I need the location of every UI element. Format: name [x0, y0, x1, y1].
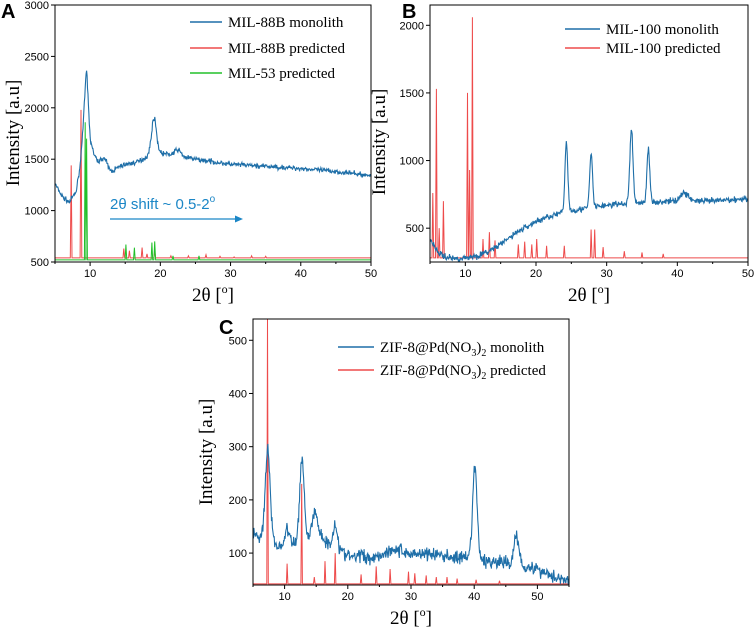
- panel-a-label: A: [1, 1, 15, 23]
- x-tick-label: 40: [468, 591, 480, 603]
- panel-a-frame: [54, 4, 372, 263]
- panel-c-plot-area: [253, 319, 569, 585]
- x-tick-label: 30: [224, 268, 236, 280]
- x-tick-label: 40: [671, 268, 683, 280]
- y-tick-label: 1000: [25, 206, 49, 218]
- panel-b-ylabel: Intensity [a.u]: [369, 89, 390, 196]
- panel-c: C 10 20 30 40 50 100 200 300 400 500 Intensity [a…: [196, 317, 570, 629]
- x-tick-label: 10: [84, 268, 96, 280]
- x-tick-label: 50: [531, 591, 543, 603]
- y-tick-label: 500: [31, 257, 49, 269]
- panel-c-label: C: [219, 317, 233, 339]
- panel-a-xlabel: 2θ [o]: [192, 282, 234, 306]
- panel-a-axes: 10 20 30 40 50 500 1000 1500 2000 2500 3000: [25, 0, 378, 280]
- y-tick-label: 500: [406, 223, 424, 235]
- x-tick-label: 20: [530, 268, 542, 280]
- y-tick-label: 1000: [400, 156, 424, 168]
- x-tick-label: 50: [365, 268, 377, 280]
- panel-c-ylabel: Intensity [a.u]: [196, 399, 217, 506]
- shift-arrow-head-icon: [235, 215, 243, 223]
- panel-b-legend: MIL-100 monolith MIL-100 predicted: [565, 22, 721, 57]
- series-mil-88b-predicted: [55, 109, 371, 259]
- legend-label-mil53-predicted: MIL-53 predicted: [228, 66, 336, 82]
- y-tick-label: 200: [229, 495, 247, 507]
- x-tick-label: 40: [295, 268, 307, 280]
- series-mil-88b-monolith: [55, 70, 371, 205]
- x-tick-label: 20: [154, 268, 166, 280]
- legend-label-zif8-monolith: ZIF-8@Pd(NO3)2 monolith: [380, 340, 545, 359]
- y-tick-label: 300: [229, 442, 247, 454]
- series-zif-8-pd-no3-2-monolith: [253, 443, 569, 585]
- panel-a: A 10 20 30 40 50 500 1000 1500 2000 2500 3000 Inte…: [1, 0, 377, 306]
- panel-a-ylabel: Intensity [a.u]: [3, 80, 24, 187]
- y-tick-label: 2500: [25, 51, 49, 63]
- y-tick-label: 1500: [25, 154, 49, 166]
- y-tick-label: 500: [229, 335, 247, 347]
- y-tick-label: 100: [229, 548, 247, 560]
- panel-b-frame: [429, 4, 749, 263]
- y-tick-label: 2000: [25, 103, 49, 115]
- panel-a-plot-area: [55, 70, 371, 261]
- series-mil-100-monolith: [430, 129, 748, 262]
- legend-label-mil88b-predicted: MIL-88B predicted: [228, 41, 346, 57]
- y-tick-label: 1500: [400, 88, 424, 100]
- panel-c-legend: ZIF-8@Pd(NO3)2 monolith ZIF-8@Pd(NO3)2 p…: [338, 340, 546, 382]
- series-zif-8-pd-no3-2-predicted: [253, 319, 569, 585]
- panel-c-xlabel: 2θ [o]: [390, 605, 432, 629]
- panel-b: B 10 20 30 40 50 500 1000 1500 2000 Intensity [a…: [369, 1, 754, 306]
- panel-b-plot-area: [430, 17, 748, 262]
- x-tick-label: 30: [601, 268, 613, 280]
- x-tick-label: 50: [742, 268, 754, 280]
- x-tick-label: 10: [278, 591, 290, 603]
- legend-label-mil100-monolith: MIL-100 monolith: [606, 22, 719, 38]
- panel-c-axes: 10 20 30 40 50 100 200 300 400 500: [229, 335, 570, 603]
- panel-c-frame: [252, 318, 570, 586]
- series-mil-53-predicted: [55, 122, 371, 261]
- x-tick-label: 20: [342, 591, 354, 603]
- panel-b-label: B: [402, 1, 416, 23]
- panel-a-legend: MIL-88B monolith MIL-88B predicted MIL-5…: [190, 15, 346, 82]
- shift-annotation: 2θ shift ~ 0.5-2o: [110, 194, 216, 213]
- y-tick-label: 2000: [400, 20, 424, 32]
- panel-b-xlabel: 2θ [o]: [568, 282, 610, 306]
- x-tick-label: 30: [405, 591, 417, 603]
- x-tick-label: 10: [459, 268, 471, 280]
- series-mil-100-predicted: [430, 17, 748, 259]
- legend-label-mil100-predicted: MIL-100 predicted: [606, 41, 721, 57]
- y-tick-label: 400: [229, 388, 247, 400]
- legend-label-mil88b-monolith: MIL-88B monolith: [228, 15, 344, 31]
- legend-label-zif8-predicted: ZIF-8@Pd(NO3)2 predicted: [380, 363, 546, 382]
- y-tick-label: 3000: [25, 0, 49, 12]
- panel-b-axes: 10 20 30 40 50 500 1000 1500 2000: [400, 20, 754, 280]
